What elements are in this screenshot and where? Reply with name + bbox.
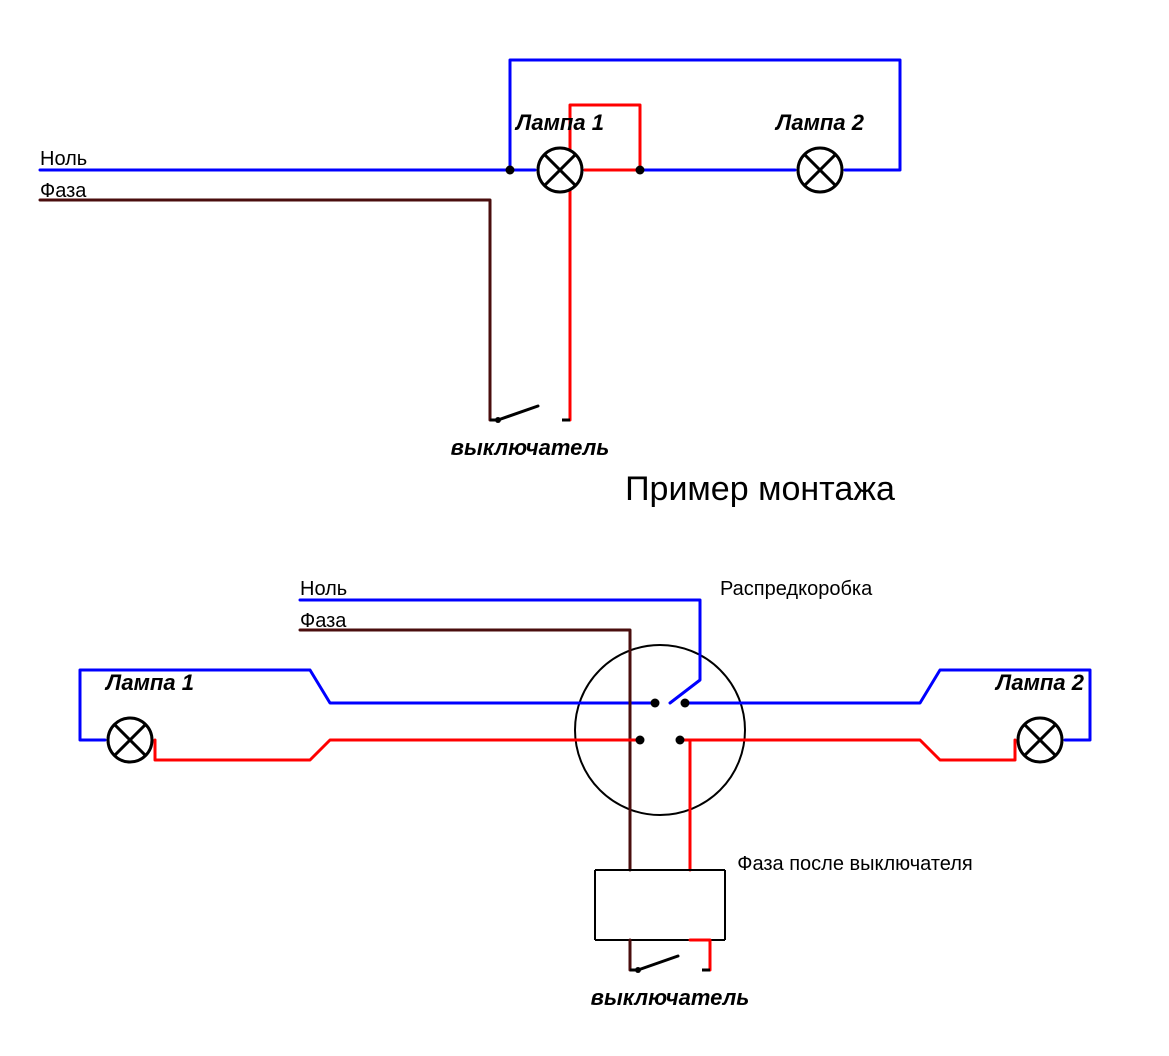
wiring-diagram: Ноль Фаза Лампа 1 Лампа 2 выключатель Пример … (0, 0, 1169, 1056)
lamp-2-label: Лампа 2 (774, 110, 865, 135)
phase-label-bottom: Фаза (300, 610, 347, 632)
neutral-label: Ноль (40, 148, 87, 170)
lamp-1-label-bottom: Лампа 1 (104, 670, 194, 695)
junction-box (575, 645, 745, 815)
lamp-2-label-bottom: Лампа 2 (994, 670, 1085, 695)
section-title: Пример монтажа (625, 470, 895, 508)
switch-label-top: выключатель (451, 435, 610, 460)
junction-label: Распредкоробка (720, 578, 873, 600)
switched-phase-label: Фаза после выключателя (737, 853, 972, 875)
switch-label-bottom: выключатель (591, 985, 750, 1010)
neutral-label-bottom: Ноль (300, 578, 347, 600)
lamp-1-symbol (538, 148, 582, 192)
switch-symbol-top (490, 406, 570, 423)
lamp-1-symbol-bottom (108, 718, 152, 762)
lamp-2-symbol (798, 148, 842, 192)
switch-symbol-bottom (630, 956, 710, 973)
lamp-1-label: Лампа 1 (514, 110, 604, 135)
lamp-2-symbol-bottom (1018, 718, 1062, 762)
phase-label: Фаза (40, 180, 87, 202)
